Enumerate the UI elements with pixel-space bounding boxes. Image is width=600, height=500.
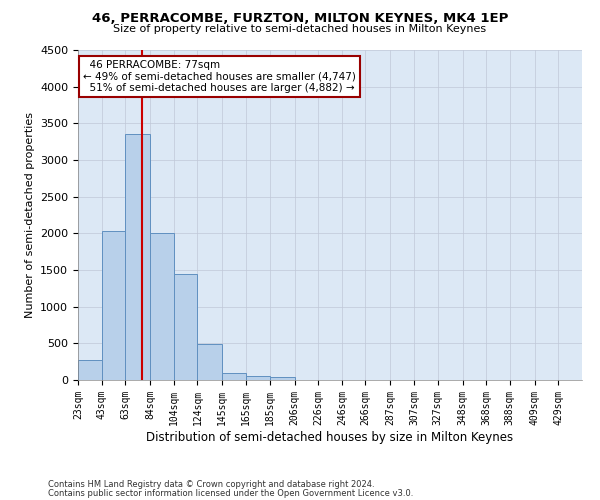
Bar	[125, 134, 150, 380]
Bar	[223, 373, 246, 380]
Text: Size of property relative to semi-detached houses in Milton Keynes: Size of property relative to semi-detach…	[113, 24, 487, 34]
Y-axis label: Number of semi-detached properties: Number of semi-detached properties	[25, 112, 35, 318]
Text: Contains HM Land Registry data © Crown copyright and database right 2024.: Contains HM Land Registry data © Crown c…	[48, 480, 374, 489]
Bar	[101, 231, 125, 380]
Bar	[197, 344, 223, 380]
Text: Contains public sector information licensed under the Open Government Licence v3: Contains public sector information licen…	[48, 488, 413, 498]
Bar	[174, 274, 197, 380]
Text: 46 PERRACOMBE: 77sqm  
← 49% of semi-detached houses are smaller (4,747)
  51% o: 46 PERRACOMBE: 77sqm ← 49% of semi-detac…	[83, 60, 356, 93]
Bar	[150, 232, 174, 380]
Text: 46, PERRACOMBE, FURZTON, MILTON KEYNES, MK4 1EP: 46, PERRACOMBE, FURZTON, MILTON KEYNES, …	[92, 12, 508, 26]
X-axis label: Distribution of semi-detached houses by size in Milton Keynes: Distribution of semi-detached houses by …	[146, 430, 514, 444]
Bar	[78, 360, 101, 380]
Bar	[269, 377, 295, 380]
Bar	[246, 376, 269, 380]
